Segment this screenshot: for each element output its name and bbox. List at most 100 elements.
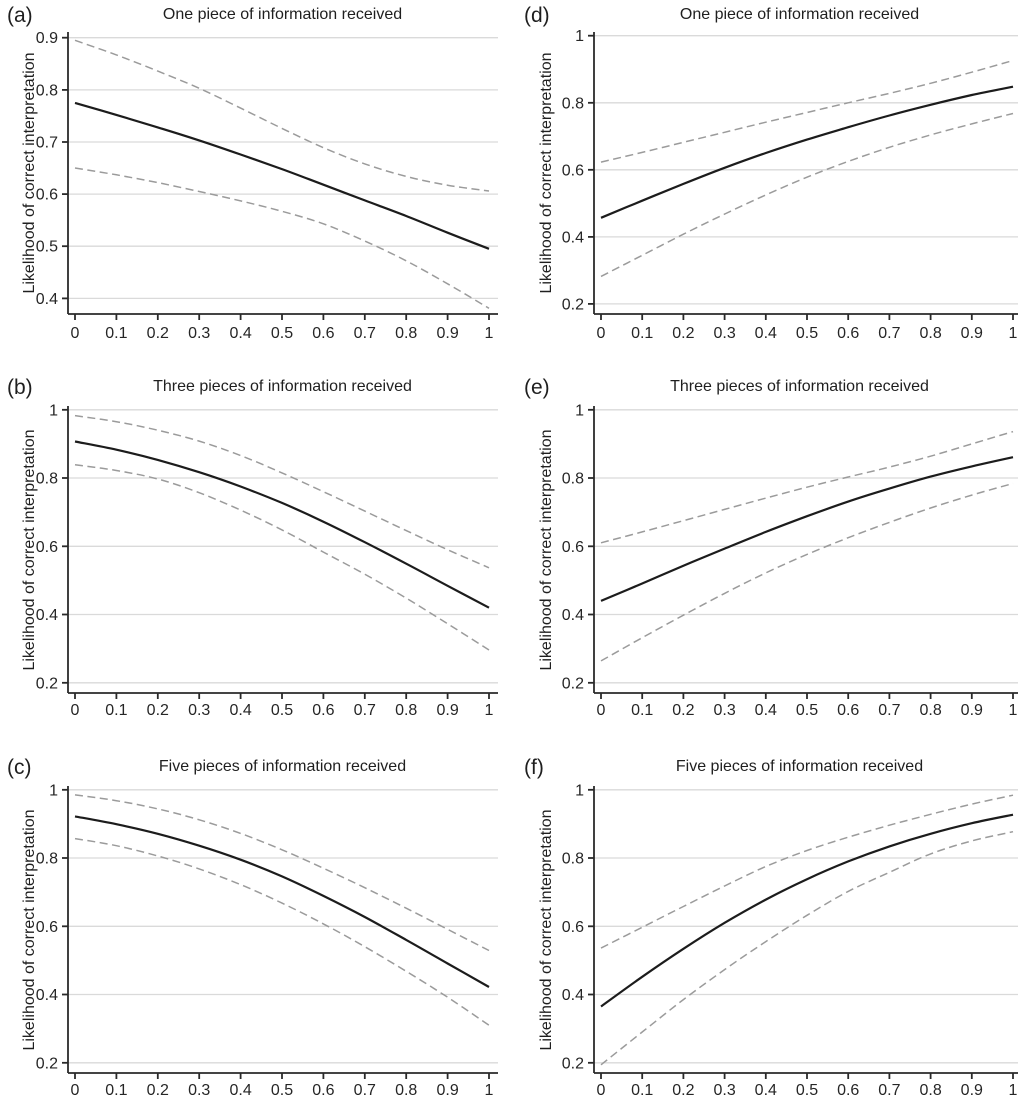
plot-area-e: 0.2 0.4 0.6 0.8 1 0 0.1 0.2 0.3 0.4 0.5 0.6 0.7 0.8 0.… [562, 402, 1018, 719]
x-tick-label: 0.7 [878, 1082, 900, 1099]
x-tick-label: 1 [1009, 1082, 1018, 1099]
x-tick-label: 0.1 [631, 1082, 653, 1099]
chart-panel-c: (c) Five pieces of information received … [0, 720, 517, 1100]
x-tick-label: 0.8 [395, 1082, 417, 1099]
series-lower-dashed-line [74, 463, 490, 651]
y-tick-label: 1 [575, 782, 584, 799]
y-tick-label: 0.8 [36, 851, 58, 868]
chart-title: Five pieces of information received [158, 758, 407, 775]
axes [588, 786, 1018, 1079]
chart-title: One piece of information received [679, 6, 920, 23]
x-tick-label: 0.1 [105, 325, 127, 340]
x-tick-label: 0 [597, 1082, 606, 1099]
x-tick-label: 0 [597, 702, 606, 719]
x-tick-label: 0.6 [837, 702, 859, 719]
chart-panel-e: (e) Three pieces of information received… [517, 340, 1034, 720]
chart-title: Three pieces of information received [153, 378, 412, 395]
x-tick-label: 0.2 [672, 1082, 694, 1099]
x-tick-label: 0.5 [271, 1082, 293, 1099]
panel-letter: (f) [524, 756, 544, 779]
y-tick-label: 1 [49, 402, 58, 419]
plot-area-a: 0.4 0.5 0.6 0.7 0.8 0.9 0 0.1 0.2 0.3 0.4 0.5 0.6 0.7… [36, 30, 498, 340]
series-upper-dashed-line [600, 430, 1014, 544]
x-tick-label: 0.3 [188, 1082, 210, 1099]
y-tick-label: 0.4 [36, 291, 58, 308]
chart-panel-f: (f) Five pieces of information received … [517, 720, 1034, 1100]
series-predicted-solid-line [600, 456, 1014, 602]
x-tick-label: 0 [71, 1082, 80, 1099]
x-tick-label: 0.8 [919, 1082, 941, 1099]
y-tick-label: 0.7 [36, 135, 58, 152]
x-tick-label: 0.5 [796, 1082, 818, 1099]
x-tick-label: 0.7 [354, 325, 376, 340]
x-tick-label: 0.4 [755, 702, 777, 719]
panel-letter: (c) [7, 756, 32, 779]
tick-labels: 0.2 0.4 0.6 0.8 1 0 0.1 0.2 0.3 0.4 0.5 0.6 0.7 0.8 0.… [562, 28, 1018, 340]
y-tick-label: 0.6 [562, 919, 584, 936]
x-tick-label: 0.8 [919, 702, 941, 719]
x-tick-label: 0.7 [354, 1082, 376, 1099]
x-tick-label: 0.4 [229, 1082, 251, 1099]
plot-area-c: 0.2 0.4 0.6 0.8 1 0 0.1 0.2 0.3 0.4 0.5 0.6 0.7 0.8 0.… [36, 782, 498, 1099]
x-tick-label: 0.6 [837, 1082, 859, 1099]
panel-letter: (b) [7, 376, 33, 399]
x-tick-label: 0.8 [395, 325, 417, 340]
y-tick-label: 0.4 [36, 607, 58, 624]
x-tick-label: 0.4 [755, 325, 777, 340]
y-tick-label: 0.2 [562, 296, 584, 313]
x-tick-label: 0.4 [229, 325, 251, 340]
y-tick-label: 0.8 [562, 851, 584, 868]
chart-title: Three pieces of information received [670, 378, 929, 395]
x-tick-label: 0.4 [229, 702, 251, 719]
series-predicted-solid-line [74, 101, 490, 250]
x-tick-label: 0.8 [919, 325, 941, 340]
y-tick-label: 0.4 [562, 607, 584, 624]
y-tick-label: 0.2 [36, 675, 58, 692]
gridlines [594, 789, 1018, 1064]
x-tick-label: 1 [485, 702, 494, 719]
x-tick-label: 0.9 [961, 702, 983, 719]
y-tick-label: 0.6 [36, 187, 58, 204]
y-tick-label: 1 [575, 402, 584, 419]
y-tick-label: 0.6 [562, 162, 584, 179]
tick-labels: 0.4 0.5 0.6 0.7 0.8 0.9 0 0.1 0.2 0.3 0.4 0.5 0.6 0.7… [36, 30, 494, 340]
x-tick-label: 0.1 [105, 702, 127, 719]
axes [588, 406, 1018, 699]
x-tick-label: 1 [485, 1082, 494, 1099]
y-tick-label: 0.4 [562, 229, 584, 246]
x-tick-label: 1 [1009, 702, 1018, 719]
x-tick-label: 0.3 [713, 325, 735, 340]
x-tick-label: 0.3 [188, 702, 210, 719]
series-predicted-solid-line [74, 815, 490, 988]
y-tick-label: 0.9 [36, 30, 58, 47]
axes [588, 32, 1018, 320]
tick-labels: 0.2 0.4 0.6 0.8 1 0 0.1 0.2 0.3 0.4 0.5 0.6 0.7 0.8 0.… [36, 402, 494, 719]
x-tick-label: 0.2 [147, 1082, 169, 1099]
series-upper-dashed-line [74, 794, 490, 952]
gridlines [68, 409, 498, 684]
y-tick-label: 0.2 [562, 1055, 584, 1072]
gridlines [594, 35, 1018, 305]
x-tick-label: 0.5 [271, 325, 293, 340]
series-predicted-solid-line [600, 85, 1014, 219]
x-tick-label: 0.2 [147, 702, 169, 719]
x-tick-label: 0.6 [312, 325, 334, 340]
tick-labels: 0.2 0.4 0.6 0.8 1 0 0.1 0.2 0.3 0.4 0.5 0.6 0.7 0.8 0.… [562, 402, 1018, 719]
y-tick-label: 0.8 [562, 471, 584, 488]
x-tick-label: 0.9 [961, 1082, 983, 1099]
x-tick-label: 0.9 [961, 325, 983, 340]
x-tick-label: 0.9 [436, 702, 458, 719]
x-tick-label: 0.3 [713, 702, 735, 719]
x-tick-label: 1 [485, 325, 494, 340]
x-tick-label: 0.7 [354, 702, 376, 719]
y-tick-label: 0.8 [562, 95, 584, 112]
x-tick-label: 0.8 [395, 702, 417, 719]
y-tick-label: 0.8 [36, 471, 58, 488]
tick-labels: 0.2 0.4 0.6 0.8 1 0 0.1 0.2 0.3 0.4 0.5 0.6 0.7 0.8 0.… [562, 782, 1018, 1099]
x-tick-label: 0.4 [755, 1082, 777, 1099]
x-tick-label: 0.5 [271, 702, 293, 719]
series-lower-dashed-line [600, 830, 1014, 1066]
y-tick-label: 0.6 [36, 919, 58, 936]
series-upper-dashed-line [600, 794, 1014, 949]
